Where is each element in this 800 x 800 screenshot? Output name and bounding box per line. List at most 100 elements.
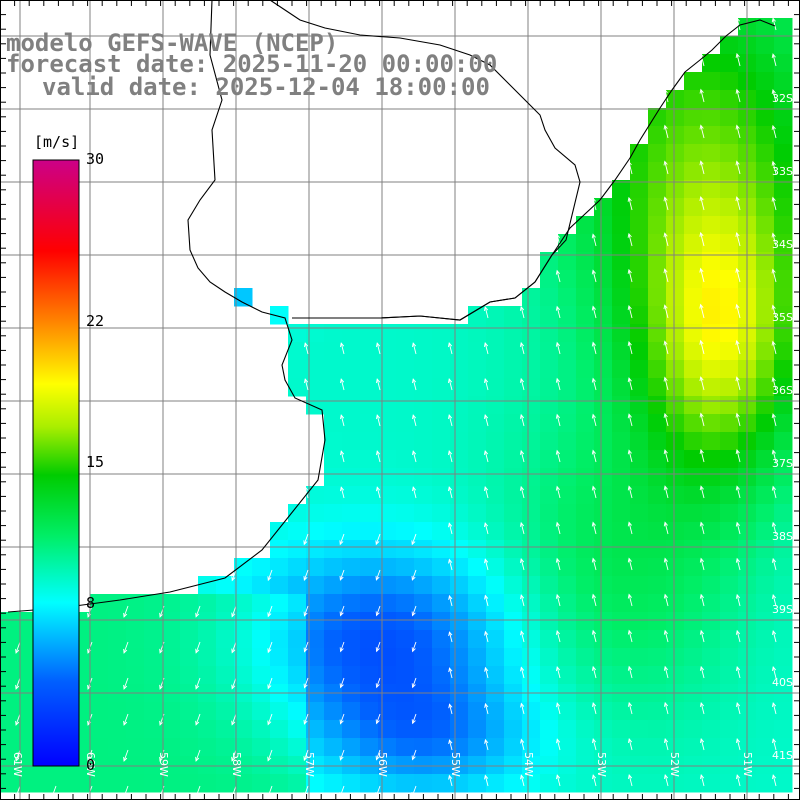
wind-speed-cell — [576, 738, 595, 757]
wind-speed-cell — [576, 774, 595, 793]
wind-speed-cell — [108, 666, 127, 685]
wind-vector-head — [411, 450, 417, 456]
wind-speed-cell — [378, 540, 397, 559]
wind-speed-cell — [576, 270, 595, 289]
wind-vector-head — [771, 160, 776, 166]
wind-vector — [700, 449, 705, 463]
wind-speed-cell — [270, 576, 289, 595]
wind-speed-cell — [468, 576, 487, 595]
wind-vector-head — [735, 124, 740, 130]
wind-speed-cell — [162, 630, 181, 649]
wind-speed-cell — [612, 738, 631, 757]
wind-vector-head — [591, 413, 597, 419]
wind-vector-head — [159, 612, 164, 618]
wind-speed-cell — [270, 738, 289, 757]
wind-vector — [376, 378, 381, 391]
wind-speed-cell — [486, 612, 505, 631]
wind-speed-cell — [756, 756, 775, 775]
wind-speed-cell — [576, 648, 595, 667]
wind-vector-head — [699, 88, 704, 94]
wind-speed-cell — [612, 486, 631, 505]
wind-speed-cell — [396, 468, 415, 487]
wind-vector-head — [123, 648, 128, 654]
wind-vector-head — [375, 792, 380, 798]
wind-speed-cell — [666, 378, 685, 397]
wind-vector-head — [15, 756, 20, 762]
wind-speed-cell — [648, 594, 667, 613]
wind-speed-cell — [18, 630, 37, 649]
wind-speed-cell — [342, 504, 361, 523]
wind-speed-cell — [504, 648, 523, 667]
wind-speed-cell — [702, 144, 721, 163]
wind-speed-cell — [90, 756, 109, 775]
wind-speed-cell — [666, 90, 685, 109]
wind-vector-head — [591, 233, 596, 239]
wind-vector — [339, 749, 345, 761]
wind-speed-cell — [324, 468, 343, 487]
wind-speed-cell — [432, 450, 451, 469]
wind-speed-cell — [774, 522, 793, 541]
wind-vector — [231, 641, 237, 653]
wind-speed-cell — [234, 666, 253, 685]
wind-speed-cell — [414, 666, 433, 685]
wind-speed-cell — [450, 630, 469, 649]
wind-speed-cell — [468, 702, 487, 721]
wind-vector-head — [303, 378, 309, 384]
wind-vector — [376, 749, 381, 760]
wind-vector-head — [699, 412, 704, 418]
wind-vector — [628, 341, 633, 355]
wind-speed-cell — [54, 666, 73, 685]
wind-speed-cell — [702, 234, 721, 253]
wind-speed-cell — [558, 594, 577, 613]
wind-vector-head — [555, 485, 561, 491]
wind-speed-cell — [234, 738, 253, 757]
wind-speed-cell — [468, 306, 487, 325]
wind-speed-cell — [594, 378, 613, 397]
wind-vector-head — [735, 303, 740, 309]
wind-speed-cell — [342, 450, 361, 469]
wind-speed-cell — [558, 558, 577, 577]
wind-speed-cell — [756, 522, 775, 541]
longitude-label: 54W — [522, 752, 535, 777]
wind-speed-cell — [702, 630, 721, 649]
wind-speed-cell — [756, 594, 775, 613]
wind-speed-cell — [144, 702, 163, 721]
wind-vector — [484, 739, 489, 751]
wind-vector — [700, 53, 705, 67]
wind-speed-cell — [90, 738, 109, 757]
wind-speed-cell — [108, 774, 127, 793]
wind-speed-cell — [198, 702, 217, 721]
wind-speed-cell — [756, 414, 775, 433]
wind-vector-head — [375, 342, 381, 348]
wind-vector — [303, 749, 309, 761]
wind-speed-cell — [486, 306, 505, 325]
wind-speed-cell — [702, 648, 721, 667]
wind-speed-cell — [594, 630, 613, 649]
wind-speed-cell — [684, 324, 703, 343]
wind-vector-head — [735, 738, 741, 744]
wind-speed-cell — [396, 756, 415, 775]
wind-speed-cell — [774, 216, 793, 235]
wind-speed-cell — [144, 630, 163, 649]
wind-speed-cell — [0, 738, 19, 757]
wind-vector-head — [267, 648, 272, 654]
wind-speed-cell — [414, 504, 433, 523]
wind-vector — [592, 414, 597, 427]
wind-vector-head — [303, 540, 308, 546]
wind-vector — [556, 450, 561, 463]
wind-speed-cell — [666, 468, 685, 487]
wind-vector-head — [735, 52, 740, 58]
wind-speed-cell — [702, 54, 721, 73]
wind-vector — [736, 377, 741, 391]
wind-speed-cell — [522, 324, 541, 343]
wind-speed-cell — [576, 666, 595, 685]
wind-speed-cell — [540, 558, 559, 577]
wind-speed-cell — [630, 432, 649, 451]
wind-speed-cell — [378, 720, 397, 739]
wind-speed-cell — [468, 378, 487, 397]
wind-speed-cell — [396, 720, 415, 739]
wind-speed-cell — [414, 522, 433, 541]
wind-speed-cell — [126, 720, 145, 739]
wind-speed-cell — [540, 324, 559, 343]
wind-speed-cell — [612, 450, 631, 469]
